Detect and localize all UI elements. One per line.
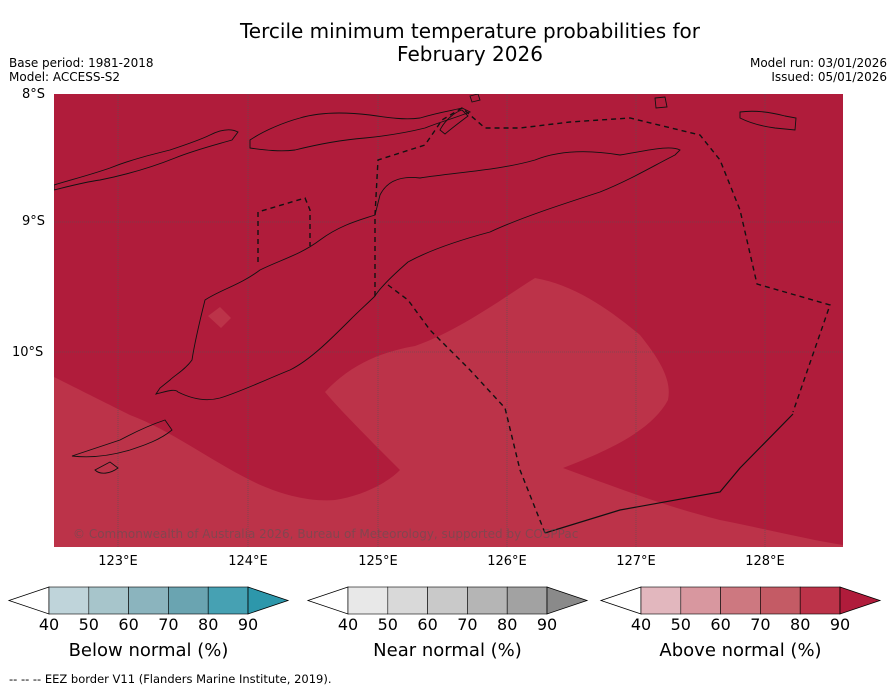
copyright-notice: © Commonwealth of Australia 2026, Bureau…	[73, 527, 579, 541]
meta-right: Model run: 03/01/2026 Issued: 05/01/2026	[750, 56, 887, 84]
below-normal-colorbar-segment	[48, 586, 90, 615]
above-normal-colorbar-segment	[760, 586, 801, 615]
lat-label-10s: 10°S	[12, 345, 44, 360]
wetar-island-coast	[439, 109, 469, 135]
lon-label-123e: 123°E	[98, 554, 138, 569]
near-normal-colorbar-segment	[467, 586, 508, 615]
above-normal-tick-label: 50	[670, 615, 691, 634]
graticule	[54, 94, 843, 547]
rote-island-coast	[71, 419, 173, 474]
near-normal-colorbar-segment	[506, 586, 548, 615]
coastlines	[54, 94, 797, 474]
flores-coast	[54, 129, 239, 191]
base-period-label: Base period: 1981-2018	[9, 56, 154, 70]
map-plot-area	[54, 94, 843, 547]
below-normal-colorbar-title: Below normal (%)	[68, 640, 229, 661]
below-normal-colorbar-segment	[88, 586, 129, 615]
below-normal-colorbar-segment	[207, 586, 249, 615]
near-normal-tick-label: 90	[536, 615, 558, 634]
above-normal-tick-label: 90	[829, 615, 851, 634]
above-normal-colorbar-title: Above normal (%)	[659, 640, 822, 661]
lon-label-128e: 128°E	[745, 554, 785, 569]
above-normal-tick-label: 70	[750, 615, 771, 634]
near-normal-tick-label: 40	[337, 615, 359, 634]
small-islands-coast	[469, 94, 797, 131]
timor-island-coast	[155, 147, 681, 401]
above-normal-colorbar-low-extend	[599, 586, 642, 615]
alor-island-coast	[249, 107, 472, 152]
lat-label-9s: 9°S	[22, 214, 46, 229]
near-normal-colorbar-high-extend	[546, 586, 589, 615]
above-normal-colorbar-segment	[799, 586, 841, 615]
lat-label-8s: 8°S	[22, 87, 46, 102]
eez-borders	[257, 107, 831, 534]
lon-label-125e: 125°E	[358, 554, 398, 569]
title-line-1: Tercile minimum temperature probabilitie…	[239, 19, 701, 43]
below-normal-tick-label: 80	[198, 615, 219, 634]
near-normal-tick-label: 70	[457, 615, 478, 634]
near-normal-colorbar-title: Near normal (%)	[373, 640, 522, 661]
near-normal-colorbar-low-extend	[306, 586, 349, 615]
probability-80-patch	[208, 307, 231, 328]
below-normal-tick-label: 60	[118, 615, 139, 634]
above-normal-colorbar-segment	[640, 586, 682, 615]
above-normal-tick-label: 40	[630, 615, 652, 634]
lon-label-124e: 124°E	[228, 554, 268, 569]
meta-left: Base period: 1981-2018 Model: ACCESS-S2	[9, 56, 154, 84]
above-normal-colorbar-segment	[680, 586, 721, 615]
near-normal-tick-label: 50	[377, 615, 398, 634]
below-normal-tick-label: 70	[158, 615, 179, 634]
near-normal-colorbar-segment	[427, 586, 468, 615]
model-label: Model: ACCESS-S2	[9, 70, 121, 84]
above-normal-tick-label: 60	[710, 615, 731, 634]
below-normal-tick-label: 90	[237, 615, 259, 634]
near-normal-colorbar-segment	[347, 586, 389, 615]
title-line-2: February 2026	[397, 42, 543, 66]
above-normal-tick-label: 80	[790, 615, 811, 634]
probability-80-region	[54, 278, 843, 547]
eez-solid-border	[544, 413, 794, 534]
model-run-label: Model run: 03/01/2026	[749, 56, 887, 70]
issued-label: Issued: 05/01/2026	[771, 70, 887, 84]
near-normal-tick-label: 60	[417, 615, 438, 634]
near-normal-colorbar-segment	[387, 586, 428, 615]
colorbars	[7, 586, 882, 615]
below-normal-colorbar-segment	[128, 586, 169, 615]
below-normal-colorbar-segment	[168, 586, 209, 615]
below-normal-tick-label: 50	[78, 615, 99, 634]
near-normal-tick-label: 80	[497, 615, 518, 634]
eez-legend-footer: -- -- -- EEZ border V11 (Flanders Marine…	[9, 672, 332, 686]
lon-label-127e: 127°E	[616, 554, 656, 569]
map-title: Tercile minimum temperature probabilitie…	[0, 20, 896, 66]
below-normal-colorbar-low-extend	[7, 586, 50, 615]
above-normal-colorbar-high-extend	[839, 586, 882, 615]
above-normal-colorbar-segment	[720, 586, 761, 615]
lon-label-126e: 126°E	[487, 554, 527, 569]
below-normal-tick-label: 40	[38, 615, 60, 634]
below-normal-colorbar-high-extend	[247, 586, 290, 615]
